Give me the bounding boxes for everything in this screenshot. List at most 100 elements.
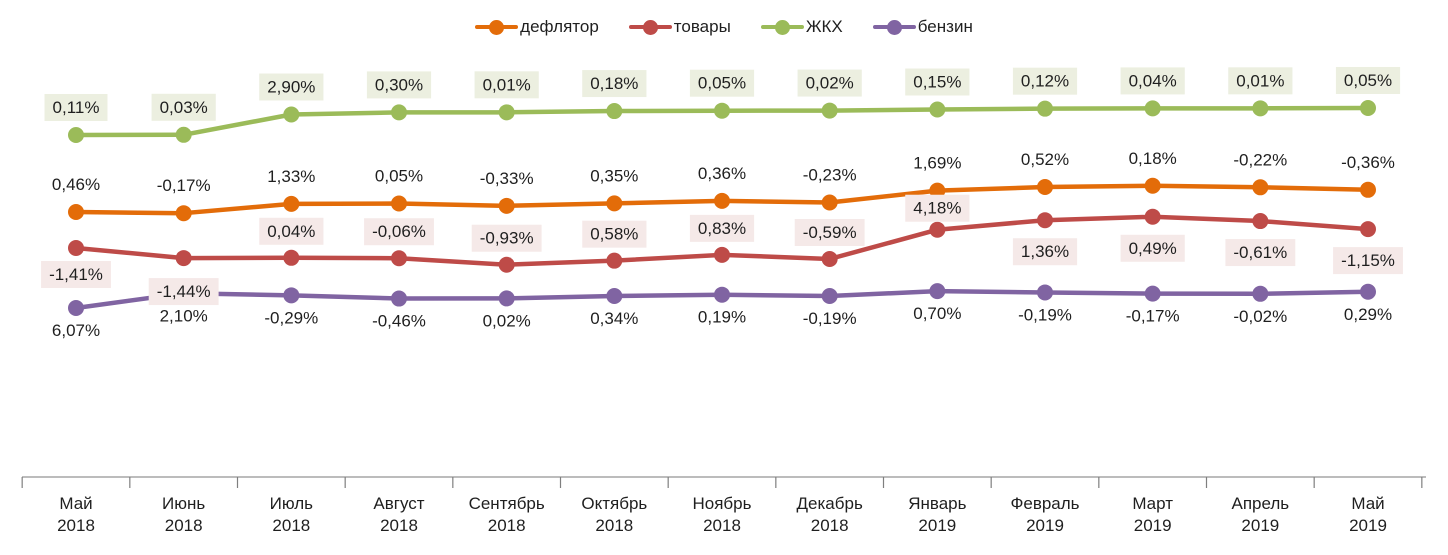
- data-label-value: 0,19%: [698, 308, 746, 327]
- gasoline-data-label: -0,46%: [372, 312, 426, 331]
- x-axis-label: Февраль 2019: [1010, 494, 1079, 535]
- data-label-value: -1,15%: [1341, 251, 1395, 270]
- x-axis-label-year: 2018: [703, 516, 741, 535]
- x-axis-label: Октябрь 2018: [581, 494, 647, 535]
- deflator-data-label: 0,36%: [698, 164, 746, 183]
- data-label-value: 0,18%: [1129, 149, 1177, 168]
- x-axis-label: Сентябрь 2018: [469, 494, 545, 535]
- x-axis-label-month: Ноябрь: [693, 494, 752, 513]
- series-utilities-point: [606, 103, 623, 120]
- data-label-value: -0,33%: [480, 169, 534, 188]
- series-deflator-point: [391, 195, 408, 212]
- series-utilities: [68, 99, 1377, 143]
- goods-data-label: -0,59%: [794, 218, 865, 246]
- data-label-value: 0,34%: [590, 309, 638, 328]
- series-gasoline-point: [929, 283, 946, 300]
- data-label-background: [471, 224, 542, 252]
- series-utilities-point: [498, 104, 515, 121]
- deflator-data-label: -0,22%: [1233, 150, 1287, 169]
- utilities-data-label: 2,90%: [259, 73, 324, 101]
- utilities-data-label: 0,15%: [905, 68, 970, 96]
- deflator-data-label: -0,17%: [157, 176, 211, 195]
- x-axis-label-month: Май: [1351, 494, 1384, 513]
- series-utilities-point: [1144, 100, 1161, 117]
- series-utilities-point: [68, 127, 84, 143]
- data-label-value: 0,36%: [698, 164, 746, 183]
- x-axis-label-year: 2019: [1134, 516, 1172, 535]
- series-deflator-point: [606, 195, 623, 212]
- gasoline-data-label: 0,29%: [1344, 305, 1392, 324]
- series-gasoline-point: [1037, 284, 1054, 301]
- series-gasoline-point: [1252, 285, 1269, 302]
- goods-data-label: 0,04%: [259, 217, 324, 245]
- legend-line-marker-icon: [872, 19, 916, 35]
- x-axis-label-month: Май: [59, 494, 92, 513]
- data-label-value: 2,10%: [160, 306, 208, 325]
- x-axis-label-year: 2018: [488, 516, 526, 535]
- x-axis-label-month: Февраль: [1010, 494, 1079, 513]
- data-label-value: 0,30%: [375, 75, 423, 94]
- x-axis-label-month: Январь: [908, 494, 966, 513]
- goods-data-label: 0,83%: [689, 214, 755, 242]
- series-gasoline-point: [68, 300, 84, 316]
- data-label-background: [905, 68, 970, 96]
- legend-label: ЖКХ: [805, 17, 843, 36]
- legend-label: дефлятор: [520, 17, 599, 36]
- series-deflator-point: [821, 194, 838, 211]
- x-axis-label: Август 2018: [373, 494, 424, 535]
- series-goods-point: [606, 252, 623, 269]
- data-label-value: -0,36%: [1341, 153, 1395, 172]
- data-label-value: 0,46%: [52, 175, 100, 194]
- x-axis-label-year: 2018: [272, 516, 310, 535]
- data-label-background: [905, 194, 970, 222]
- data-label-value: 0,83%: [698, 219, 746, 238]
- deflator-data-label: -0,33%: [480, 169, 534, 188]
- data-label-value: 0,02%: [806, 74, 854, 93]
- series-utilities-point: [175, 126, 192, 143]
- series-goods-point: [714, 246, 731, 263]
- legend-item-gasoline: бензин: [872, 17, 973, 37]
- x-axis-label: Июнь 2018: [162, 494, 205, 535]
- x-axis-label-month: Март: [1132, 494, 1173, 513]
- x-axis-label: Январь 2019: [908, 494, 966, 535]
- data-label-background: [259, 73, 324, 101]
- x-axis-label: Ноябрь 2018: [693, 494, 752, 535]
- data-label-value: 0,58%: [590, 225, 638, 244]
- data-label-value: 1,33%: [267, 167, 315, 186]
- series-gasoline-point: [1360, 283, 1377, 300]
- data-label-value: 0,70%: [913, 304, 961, 323]
- goods-data-label: 4,18%: [905, 194, 970, 222]
- utilities-data-label: 0,30%: [366, 71, 432, 99]
- data-label-background: [41, 261, 111, 288]
- x-axis-label: Апрель 2019: [1232, 494, 1290, 535]
- data-label-background: [582, 220, 647, 248]
- data-label-background: [366, 71, 432, 99]
- goods-data-label: -0,93%: [471, 224, 542, 252]
- x-axis-label-month: Декабрь: [797, 494, 863, 513]
- data-label-background: [474, 71, 539, 99]
- deflator-data-label: 0,52%: [1021, 150, 1069, 169]
- x-axis-label: Май 2019: [1349, 494, 1387, 535]
- legend-item-utilities: ЖКХ: [760, 17, 843, 37]
- data-label-value: -0,22%: [1233, 150, 1287, 169]
- data-label-value: 0,05%: [375, 167, 423, 186]
- series-gasoline-point: [283, 287, 300, 304]
- data-label-background: [797, 69, 862, 97]
- series-utilities-point: [391, 104, 408, 121]
- goods-data-label: -0,61%: [1225, 239, 1296, 267]
- series-utilities-point: [1252, 100, 1269, 117]
- series-deflator: [68, 177, 1377, 222]
- deflator-data-label: -0,36%: [1341, 153, 1395, 172]
- data-label-background: [1012, 67, 1078, 95]
- data-label-value: 0,02%: [483, 311, 531, 330]
- series-gasoline-point: [391, 290, 408, 307]
- gasoline-data-label: -0,02%: [1233, 307, 1287, 326]
- legend-line-marker-icon: [628, 19, 672, 35]
- data-label-value: 0,01%: [483, 75, 531, 94]
- data-label-value: -0,06%: [372, 222, 426, 241]
- data-label-value: 0,18%: [590, 74, 638, 93]
- gasoline-data-label: 0,70%: [913, 304, 961, 323]
- data-label-value: -0,23%: [803, 165, 857, 184]
- x-axis-label: Июль 2018: [270, 494, 314, 535]
- data-label-value: 0,52%: [1021, 150, 1069, 169]
